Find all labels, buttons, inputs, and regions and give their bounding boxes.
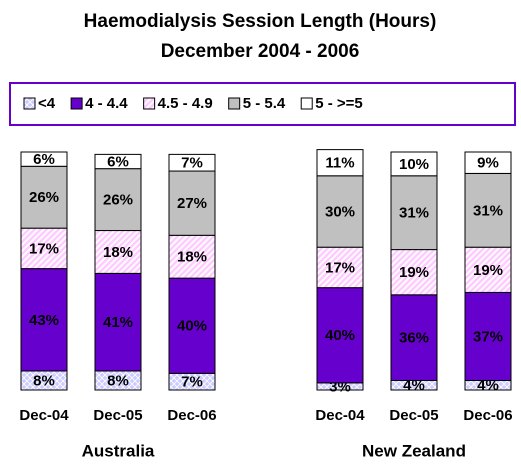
data-label: 8% bbox=[33, 372, 55, 389]
data-label: 41% bbox=[103, 314, 133, 331]
x-tick-label: Dec-06 bbox=[463, 407, 512, 424]
data-label: 4% bbox=[403, 377, 425, 394]
data-label: 31% bbox=[399, 205, 429, 222]
bar-segment bbox=[390, 175, 438, 251]
data-label: 4% bbox=[477, 377, 499, 394]
x-tick-label: Dec-04 bbox=[19, 407, 69, 424]
bar-segment bbox=[316, 149, 364, 177]
data-label: 17% bbox=[29, 240, 59, 257]
data-label: 27% bbox=[177, 195, 207, 212]
bar-segment bbox=[94, 272, 142, 372]
data-label: 7% bbox=[181, 374, 203, 391]
bar-segment bbox=[20, 151, 68, 167]
chart-subtitle: December 2004 - 2006 bbox=[161, 41, 360, 62]
data-label: 40% bbox=[325, 327, 355, 344]
data-label: 31% bbox=[473, 202, 503, 219]
data-label: 6% bbox=[33, 151, 55, 168]
legend-label: <4 bbox=[38, 95, 56, 112]
bar-segment bbox=[168, 234, 216, 279]
bar-segment bbox=[464, 151, 512, 174]
data-label: 43% bbox=[29, 312, 59, 329]
data-label: 37% bbox=[473, 328, 503, 345]
chart-title: Haemodialysis Session Length (Hours) bbox=[84, 11, 437, 32]
bar-segment bbox=[316, 246, 364, 289]
x-tick-label: Dec-06 bbox=[167, 407, 216, 424]
bar-segment bbox=[390, 151, 438, 177]
group-label: New Zealand bbox=[362, 441, 466, 460]
legend-label: 4 - 4.4 bbox=[85, 95, 128, 112]
legend-box bbox=[9, 82, 516, 126]
bar-segment bbox=[316, 175, 364, 248]
legend-label: 5 - 5.4 bbox=[243, 95, 286, 112]
legend-swatch bbox=[23, 97, 36, 110]
data-label: 36% bbox=[399, 330, 429, 347]
data-label: 30% bbox=[325, 203, 355, 220]
data-label: 18% bbox=[177, 249, 207, 266]
data-label: 17% bbox=[325, 259, 355, 276]
data-label: 19% bbox=[399, 264, 429, 281]
bar-segment bbox=[464, 246, 512, 293]
data-label: 6% bbox=[107, 153, 129, 170]
legend-swatch bbox=[300, 97, 313, 110]
legend-swatch bbox=[143, 97, 156, 110]
bar-segment bbox=[20, 227, 68, 270]
x-tick-label: Dec-04 bbox=[315, 407, 365, 424]
data-label: 11% bbox=[325, 155, 354, 172]
x-tick-label: Dec-05 bbox=[389, 407, 438, 424]
data-label: 19% bbox=[473, 262, 503, 279]
bar-segment bbox=[316, 287, 364, 384]
data-label: 40% bbox=[177, 318, 207, 335]
bar-segment bbox=[168, 277, 216, 374]
bar-segment bbox=[168, 153, 216, 172]
bar-segment bbox=[168, 170, 216, 236]
group-label: Australia bbox=[82, 441, 155, 460]
data-label: 26% bbox=[29, 189, 59, 206]
data-label: 8% bbox=[107, 372, 129, 389]
legend-swatch bbox=[228, 97, 241, 110]
data-label: 26% bbox=[103, 192, 133, 209]
data-label: 9% bbox=[477, 155, 499, 172]
bar-segment bbox=[20, 165, 68, 229]
data-label: 7% bbox=[181, 155, 203, 172]
legend-swatch bbox=[70, 97, 83, 110]
data-label: 10% bbox=[399, 156, 429, 173]
legend-label: 4.5 - 4.9 bbox=[158, 95, 213, 112]
bar-segment bbox=[94, 153, 142, 170]
data-label: 18% bbox=[103, 244, 133, 261]
bar-segment bbox=[464, 172, 512, 248]
bar-segment bbox=[464, 291, 512, 381]
legend-label: 5 - >=5 bbox=[315, 95, 363, 112]
bar-segment bbox=[390, 294, 438, 381]
bar-segment bbox=[94, 230, 142, 274]
x-tick-label: Dec-05 bbox=[93, 407, 142, 424]
